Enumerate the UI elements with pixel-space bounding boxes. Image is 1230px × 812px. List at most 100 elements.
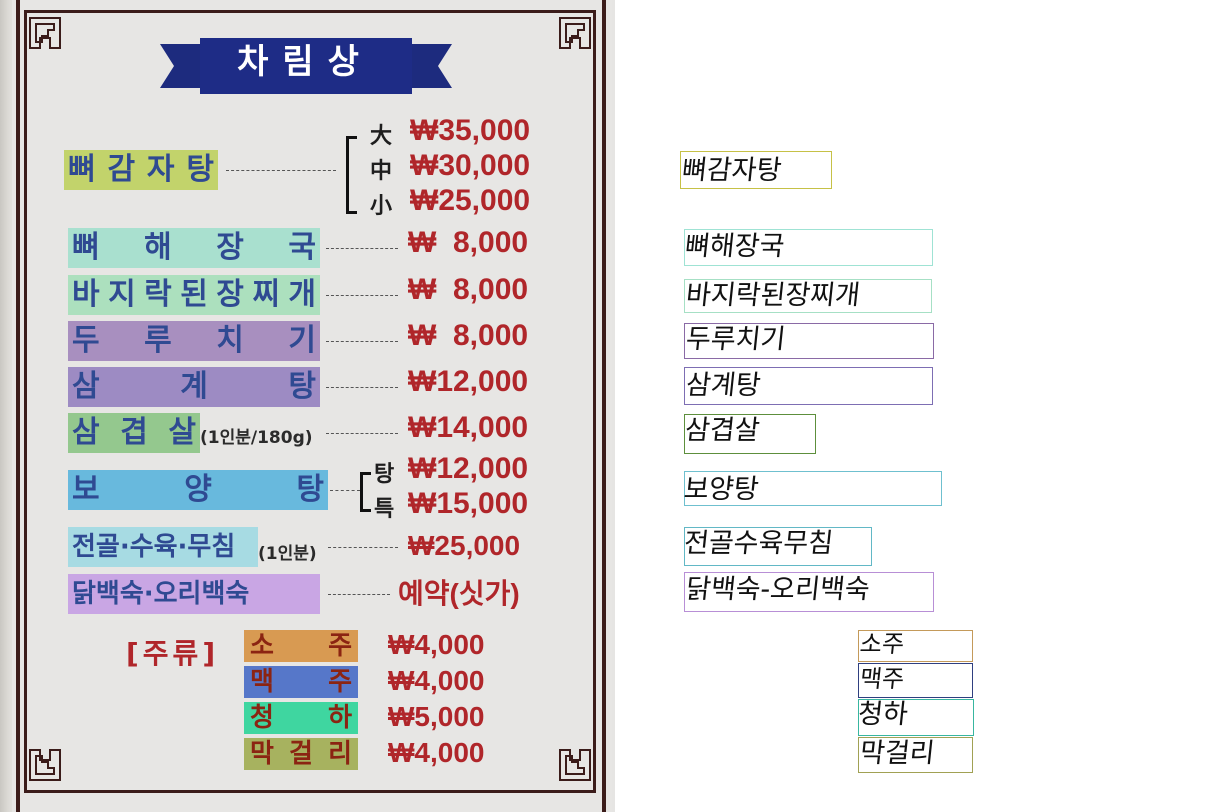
annotation-box <box>858 663 973 698</box>
leader-line <box>328 594 390 595</box>
menu-item-char: 탕 <box>288 369 316 404</box>
annotation-text: 뼈해장국 <box>683 231 787 262</box>
menu-item-char: 장 <box>216 230 244 265</box>
menu-item-price: ₩ 8,000 <box>408 319 529 352</box>
annotation-text: 뼈감자탕 <box>680 155 784 186</box>
corner-ornament-icon <box>559 749 591 781</box>
frame-right <box>593 10 596 793</box>
menu-item-char: 삼 <box>72 415 100 450</box>
annotation-box <box>684 471 942 506</box>
annotation-box <box>684 367 933 405</box>
annotation-text: 두루치기 <box>684 324 788 355</box>
annotation-text: 막걸리 <box>858 738 937 769</box>
leader-line <box>326 387 398 388</box>
menu-item-price: ₩25,000 <box>408 530 521 561</box>
annotation-text: 소주 <box>858 630 906 658</box>
annotation-box <box>684 414 816 454</box>
menu-item-char: 탕 <box>296 472 324 507</box>
menu-item-name: 전골·수육·무침 <box>68 527 258 567</box>
leader-line <box>326 341 398 342</box>
menu-item-char: 겹 <box>120 415 148 450</box>
annotation-box <box>680 151 832 189</box>
menu-item-char: 보 <box>72 472 100 507</box>
menu-item-note: (1인분/180g) <box>200 428 313 448</box>
menu-item-char: 닭백숙·오리백숙 <box>72 579 250 609</box>
corner-ornament-icon <box>29 17 61 49</box>
annotation-box <box>684 527 872 566</box>
menu-item-char: 락 <box>144 277 172 312</box>
annotation-box <box>684 229 933 266</box>
size-label: 中 <box>370 158 393 184</box>
drink-char: 하 <box>328 703 352 733</box>
drink-char: 맥 <box>250 667 274 697</box>
menu-item-price: ₩15,000 <box>408 487 529 520</box>
menu-item-price: ₩ 8,000 <box>408 226 529 259</box>
menu-item-char: 국 <box>288 230 316 265</box>
leader-line <box>330 490 360 491</box>
annotation-box <box>684 279 932 313</box>
menu-item-char: 두 <box>72 323 100 358</box>
frame-top <box>24 10 596 13</box>
menu-item-price: ₩30,000 <box>410 149 531 182</box>
menu-item-char: 개 <box>288 277 316 312</box>
menu-item-note: (1인분) <box>258 544 317 564</box>
drink-char: 주 <box>328 667 352 697</box>
drink-char: 걸 <box>289 739 313 769</box>
size-label: 大 <box>370 123 393 149</box>
menu-item-char: 전골·수육·무침 <box>72 532 236 562</box>
drink-char: 리 <box>328 739 352 769</box>
annotation-box <box>684 572 934 612</box>
price-bracket <box>346 136 357 214</box>
menu-item-char: 해 <box>144 230 172 265</box>
menu-item-price: ₩14,000 <box>408 411 529 444</box>
annotation-box <box>858 630 973 662</box>
drink-price: ₩4,000 <box>388 737 485 768</box>
menu-item-char: 치 <box>216 323 244 358</box>
annotation-text: 보양탕 <box>682 474 761 505</box>
menu-item-char: 바 <box>72 277 100 312</box>
corner-ornament-icon <box>559 17 591 49</box>
menu-item-char: 기 <box>288 323 316 358</box>
leader-line <box>326 433 398 434</box>
menu-item-char: 루 <box>144 323 172 358</box>
title-banner <box>160 38 452 94</box>
drink-char: 막 <box>250 739 274 769</box>
liquor-section-label: [주류] <box>126 637 220 670</box>
menu-item-char: 된 <box>180 277 208 312</box>
menu-item-price: ₩35,000 <box>410 114 531 147</box>
menu-item-price: ₩12,000 <box>408 452 529 485</box>
menu-item-char: 삼 <box>72 369 100 404</box>
drink-char: 소 <box>250 631 274 661</box>
size-label: 탕 <box>374 461 395 487</box>
menu-title: 차림상 <box>237 42 373 82</box>
menu-item-char: 계 <box>180 369 208 404</box>
menu-item-char: 탕 <box>186 152 214 187</box>
frame-inner-right <box>602 0 606 812</box>
menu-item-char: 뼈 <box>72 230 100 265</box>
annotation-text: 삼계탕 <box>684 370 763 401</box>
annotation-text: 바지락된장찌개 <box>684 280 862 311</box>
corner-ornament-icon <box>29 749 61 781</box>
menu-item-char: 뼈 <box>68 152 96 187</box>
frame-inner-left <box>16 0 20 812</box>
annotation-text: 청하 <box>856 699 910 730</box>
size-label: 특 <box>374 496 395 522</box>
leader-line <box>226 170 336 171</box>
annotation-text: 닭백숙-오리백숙 <box>684 574 872 605</box>
menu-item-price: ₩25,000 <box>410 184 531 217</box>
size-label: 小 <box>370 193 393 219</box>
menu-item-char: 자 <box>146 152 175 187</box>
annotation-box <box>858 699 974 736</box>
menu-item-char: 살 <box>168 415 196 450</box>
menu-item-price: ₩12,000 <box>408 365 529 398</box>
